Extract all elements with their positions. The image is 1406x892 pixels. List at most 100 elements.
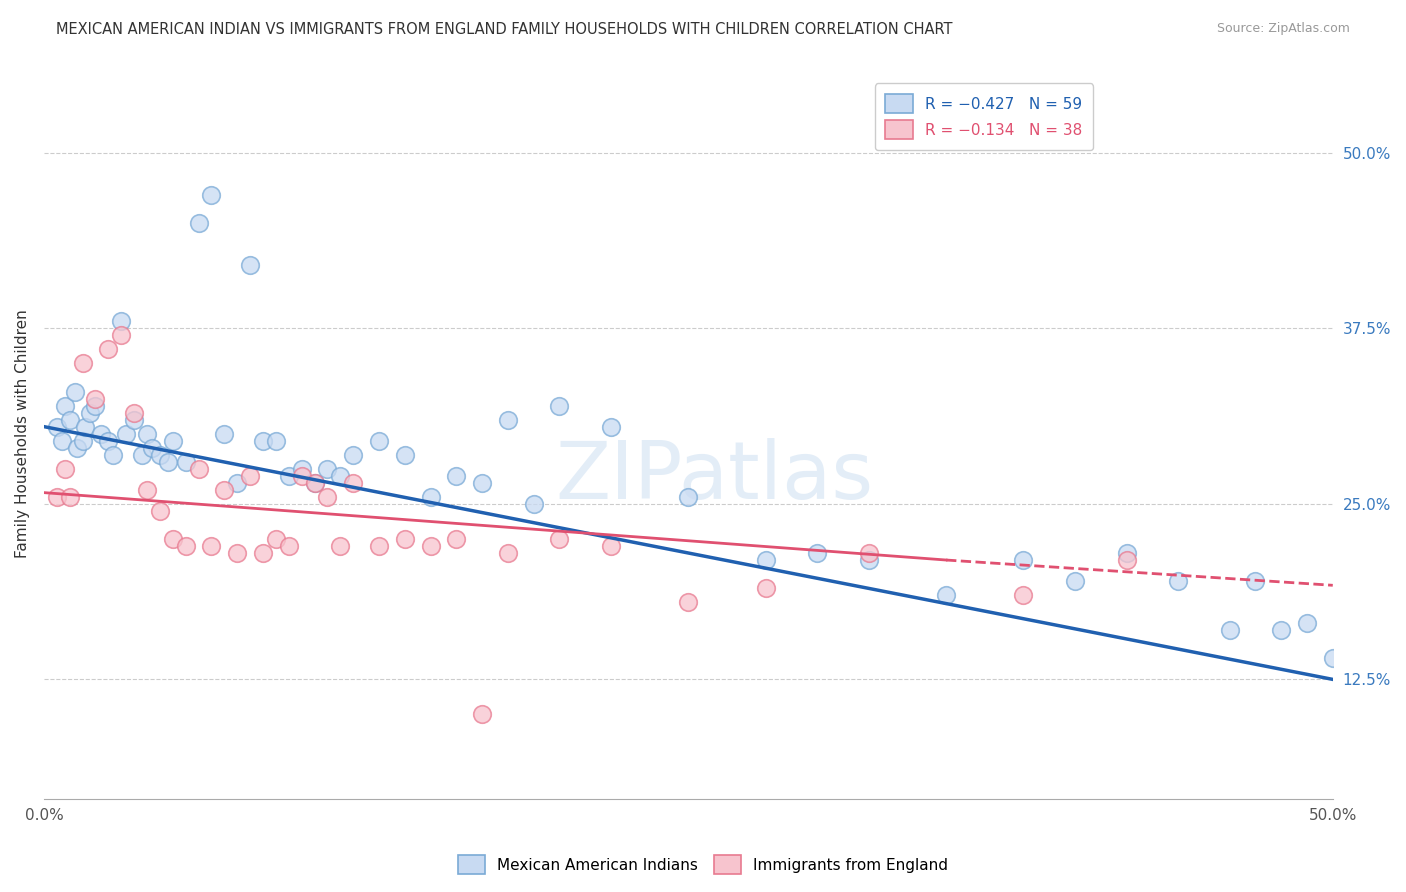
Point: [678, 490, 700, 504]
Point: [239, 258, 262, 272]
Point: [45, 490, 67, 504]
Point: [72, 434, 94, 448]
Point: [858, 553, 880, 567]
Point: [110, 328, 132, 343]
Point: [1296, 616, 1319, 631]
Legend: R = −0.427   N = 59, R = −0.134   N = 38: R = −0.427 N = 59, R = −0.134 N = 38: [875, 84, 1092, 150]
Point: [131, 448, 153, 462]
Point: [755, 553, 778, 567]
Point: [935, 588, 957, 602]
Point: [136, 426, 159, 441]
Point: [1270, 624, 1292, 638]
Point: [200, 188, 222, 202]
Point: [84, 392, 107, 406]
Point: [858, 546, 880, 560]
Point: [187, 462, 209, 476]
Point: [63, 384, 86, 399]
Legend: Mexican American Indians, Immigrants from England: Mexican American Indians, Immigrants fro…: [451, 849, 955, 880]
Point: [471, 707, 494, 722]
Point: [1219, 624, 1241, 638]
Point: [84, 399, 107, 413]
Point: [226, 475, 249, 490]
Point: [1244, 574, 1267, 588]
Point: [53, 462, 76, 476]
Point: [394, 448, 416, 462]
Point: [755, 581, 778, 595]
Point: [523, 497, 546, 511]
Text: ZIPatlas: ZIPatlas: [555, 439, 873, 516]
Point: [59, 490, 82, 504]
Point: [471, 475, 494, 490]
Point: [1167, 574, 1189, 588]
Point: [264, 434, 287, 448]
Point: [122, 412, 145, 426]
Point: [252, 434, 274, 448]
Point: [806, 546, 828, 560]
Point: [103, 448, 125, 462]
Point: [1322, 651, 1344, 665]
Point: [342, 448, 364, 462]
Y-axis label: Family Households with Children: Family Households with Children: [15, 310, 30, 558]
Point: [187, 216, 209, 230]
Point: [600, 539, 623, 553]
Point: [277, 468, 299, 483]
Point: [329, 539, 352, 553]
Point: [97, 434, 120, 448]
Point: [252, 546, 274, 560]
Point: [1115, 546, 1137, 560]
Point: [162, 532, 184, 546]
Point: [214, 483, 236, 497]
Point: [1012, 588, 1035, 602]
Point: [51, 434, 73, 448]
Point: [200, 539, 222, 553]
Point: [446, 468, 468, 483]
Point: [678, 595, 700, 609]
Point: [316, 490, 339, 504]
Point: [226, 546, 249, 560]
Point: [277, 539, 299, 553]
Point: [149, 504, 172, 518]
Point: [600, 419, 623, 434]
Point: [548, 532, 571, 546]
Point: [1115, 553, 1137, 567]
Point: [115, 426, 138, 441]
Point: [368, 434, 391, 448]
Point: [79, 406, 101, 420]
Point: [156, 455, 179, 469]
Point: [75, 419, 97, 434]
Point: [45, 419, 67, 434]
Point: [162, 434, 184, 448]
Point: [110, 314, 132, 328]
Point: [174, 539, 197, 553]
Point: [291, 462, 314, 476]
Point: [239, 468, 262, 483]
Point: [214, 426, 236, 441]
Point: [149, 448, 172, 462]
Point: [264, 532, 287, 546]
Point: [446, 532, 468, 546]
Point: [304, 475, 326, 490]
Point: [304, 475, 326, 490]
Text: Source: ZipAtlas.com: Source: ZipAtlas.com: [1216, 22, 1350, 36]
Point: [72, 356, 94, 370]
Point: [53, 399, 76, 413]
Point: [1064, 574, 1087, 588]
Point: [90, 426, 112, 441]
Point: [342, 475, 364, 490]
Point: [174, 455, 197, 469]
Point: [496, 546, 519, 560]
Point: [496, 412, 519, 426]
Point: [548, 399, 571, 413]
Point: [368, 539, 391, 553]
Point: [329, 468, 352, 483]
Point: [419, 490, 441, 504]
Text: MEXICAN AMERICAN INDIAN VS IMMIGRANTS FROM ENGLAND FAMILY HOUSEHOLDS WITH CHILDR: MEXICAN AMERICAN INDIAN VS IMMIGRANTS FR…: [56, 22, 953, 37]
Point: [136, 483, 159, 497]
Point: [394, 532, 416, 546]
Point: [291, 468, 314, 483]
Point: [419, 539, 441, 553]
Point: [122, 406, 145, 420]
Point: [66, 441, 89, 455]
Point: [141, 441, 163, 455]
Point: [59, 412, 82, 426]
